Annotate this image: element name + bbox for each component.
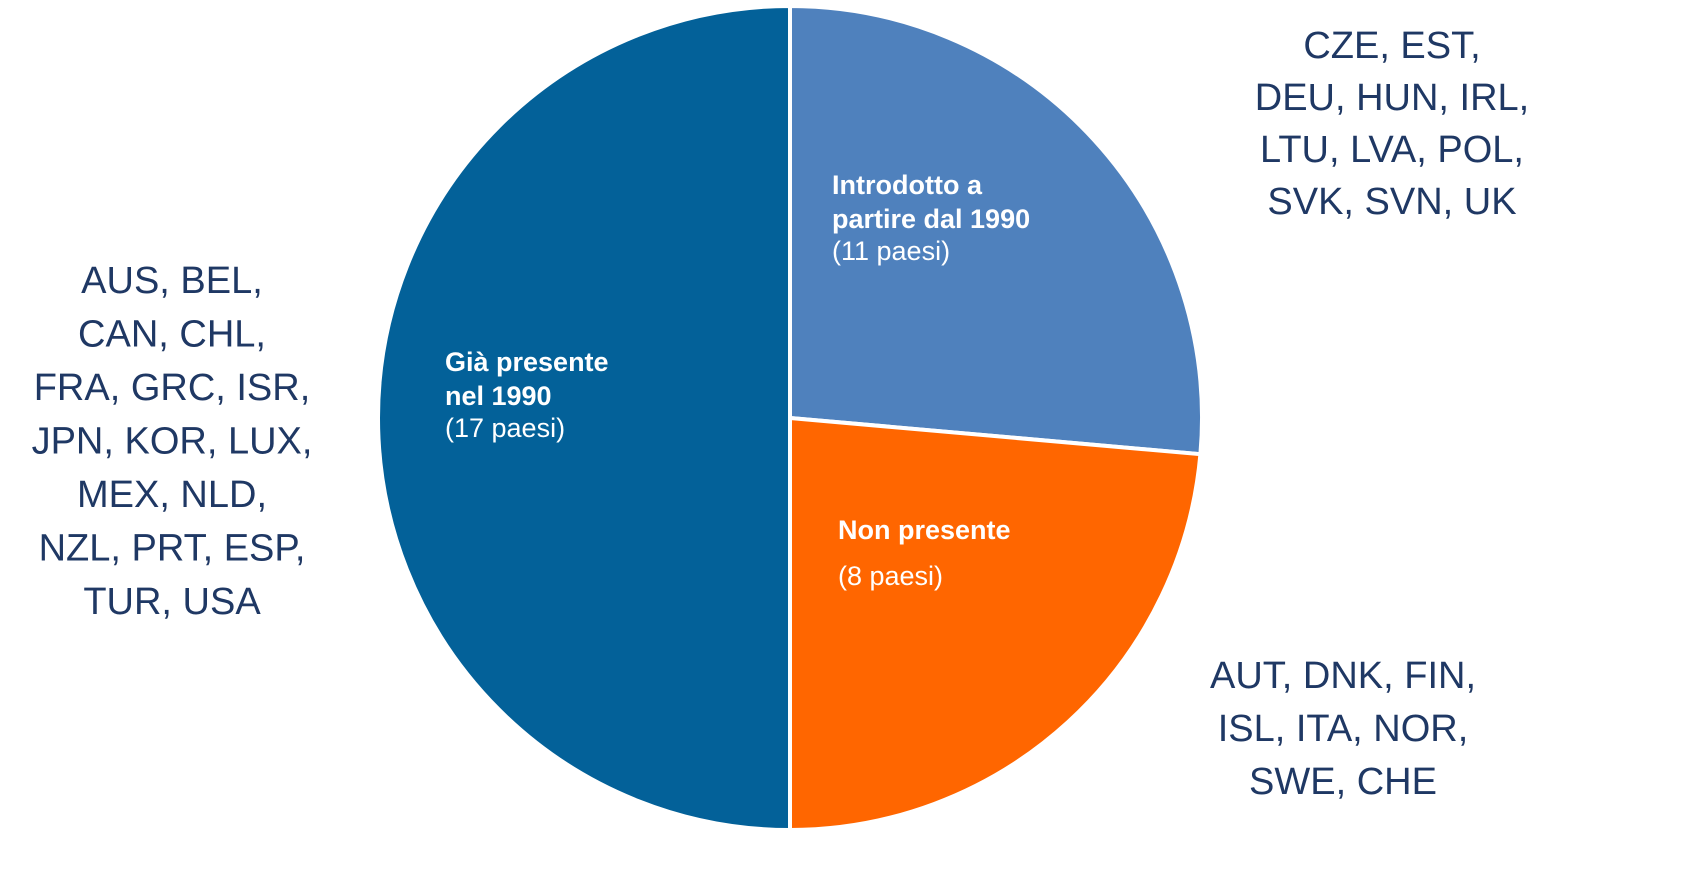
country-list: MEX, NLD, bbox=[77, 474, 267, 516]
country-list: NZL, PRT, ESP, bbox=[39, 528, 306, 570]
country-list: AUT, DNK, FIN, bbox=[1210, 655, 1476, 697]
country-list: SVK, SVN, UK bbox=[1267, 181, 1516, 223]
pie-slice bbox=[788, 415, 1203, 833]
country-list: CAN, CHL, bbox=[78, 314, 266, 356]
country-list: LTU, LVA, POL, bbox=[1260, 129, 1524, 171]
country-list: FRA, GRC, ISR, bbox=[34, 367, 311, 409]
country-list: JPN, KOR, LUX, bbox=[32, 421, 313, 463]
slice-label: Non presente bbox=[838, 515, 1011, 545]
slice-label: partire dal 1990 bbox=[832, 204, 1030, 234]
slice-label: nel 1990 bbox=[445, 381, 552, 411]
pie-slice bbox=[376, 3, 792, 833]
slice-count: (17 paesi) bbox=[445, 413, 565, 443]
slice-count: (8 paesi) bbox=[838, 561, 943, 591]
slice-label: Già presente bbox=[445, 347, 609, 377]
slice-label: Introdotto a bbox=[832, 170, 983, 200]
slice-count: (11 paesi) bbox=[832, 236, 950, 266]
country-list: SWE, CHE bbox=[1249, 761, 1437, 803]
country-list: CZE, EST, bbox=[1303, 25, 1480, 67]
country-list: TUR, USA bbox=[83, 581, 261, 623]
country-list: DEU, HUN, IRL, bbox=[1255, 77, 1529, 119]
country-list: AUS, BEL, bbox=[81, 260, 263, 302]
pie-slice bbox=[788, 3, 1204, 457]
country-list: ISL, ITA, NOR, bbox=[1218, 708, 1469, 750]
